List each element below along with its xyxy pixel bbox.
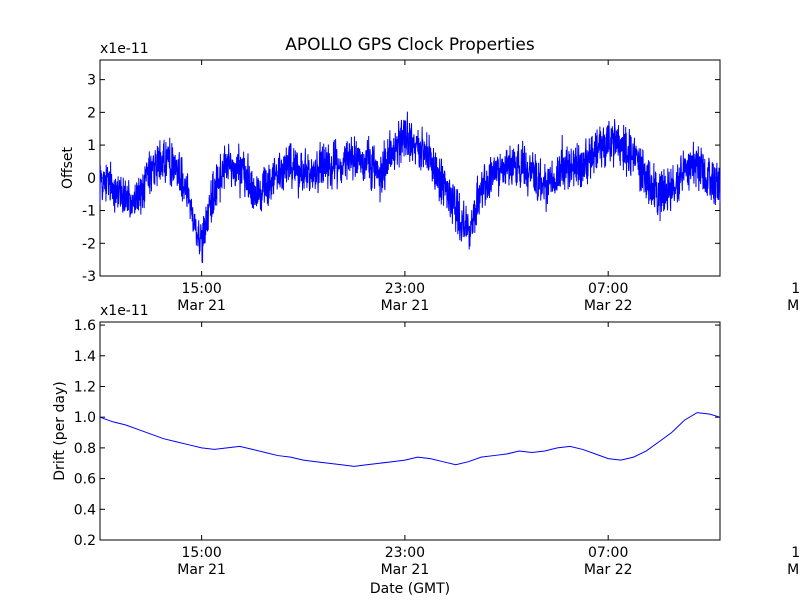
y-tick-label: 0.2 (74, 533, 96, 549)
y-tick-label: 1.0 (74, 410, 96, 426)
chart-title: APOLLO GPS Clock Properties (285, 35, 535, 55)
drift-series-line (99, 412, 721, 467)
x-tick-label-time: 15:00 (181, 545, 221, 561)
x-tick-label-date: Mar 21 (381, 562, 430, 578)
x-tick-label-time: 23:00 (385, 281, 425, 297)
x-tick-label-date: Mar 21 (381, 298, 430, 314)
x-tick-label-time: 15:00 (791, 281, 800, 297)
x-tick-label-time: 15:00 (181, 281, 221, 297)
y-tick-label: 1.6 (74, 318, 96, 334)
drift-ylabel: Drift (per day) (52, 381, 68, 480)
x-tick-label-date: Mar 22 (584, 562, 633, 578)
x-tick-label-time: 15:00 (791, 545, 800, 561)
y-tick-label: 1.2 (74, 379, 96, 395)
y-tick-label: -1 (82, 204, 96, 220)
y-tick-label: 0.6 (74, 472, 96, 488)
drift-y-ticks: 0.2 0.4 0.6 0.8 1.0 1.2 1.4 1.6 (74, 318, 720, 549)
y-tick-label: 1 (87, 138, 96, 154)
x-tick-label-date: Mar 21 (177, 562, 226, 578)
x-tick-label-time: 23:00 (385, 545, 425, 561)
drift-panel: x1e-11 Drift (per day) Date (GMT) 0.2 0.4… (52, 303, 800, 597)
x-tick-label-date: Mar 22 (584, 298, 633, 314)
offset-y-ticks: -3 -2 -1 0 1 2 3 (82, 73, 720, 285)
drift-axes-frame (99, 321, 721, 541)
offset-multiplier-label: x1e-11 (100, 41, 149, 57)
offset-ylabel: Offset (60, 146, 76, 189)
x-tick-label-time: 07:00 (588, 545, 628, 561)
y-tick-label: 3 (87, 73, 96, 89)
x-tick-label-date: Mar 22 (787, 298, 800, 314)
y-tick-label: 0.8 (74, 441, 96, 457)
x-tick-label-date: Mar 21 (177, 298, 226, 314)
y-tick-label: 0.4 (74, 502, 96, 518)
y-tick-label: 0 (87, 171, 96, 187)
drift-xlabel: Date (GMT) (370, 581, 450, 597)
drift-multiplier-label: x1e-11 (100, 303, 149, 319)
x-tick-label-time: 07:00 (588, 281, 628, 297)
y-tick-label: -2 (82, 236, 96, 252)
y-tick-label: -3 (82, 269, 96, 285)
x-tick-label-date: Mar 22 (787, 562, 800, 578)
y-tick-label: 2 (87, 105, 96, 121)
offset-series-line (99, 111, 721, 263)
y-tick-label: 1.4 (74, 349, 96, 365)
